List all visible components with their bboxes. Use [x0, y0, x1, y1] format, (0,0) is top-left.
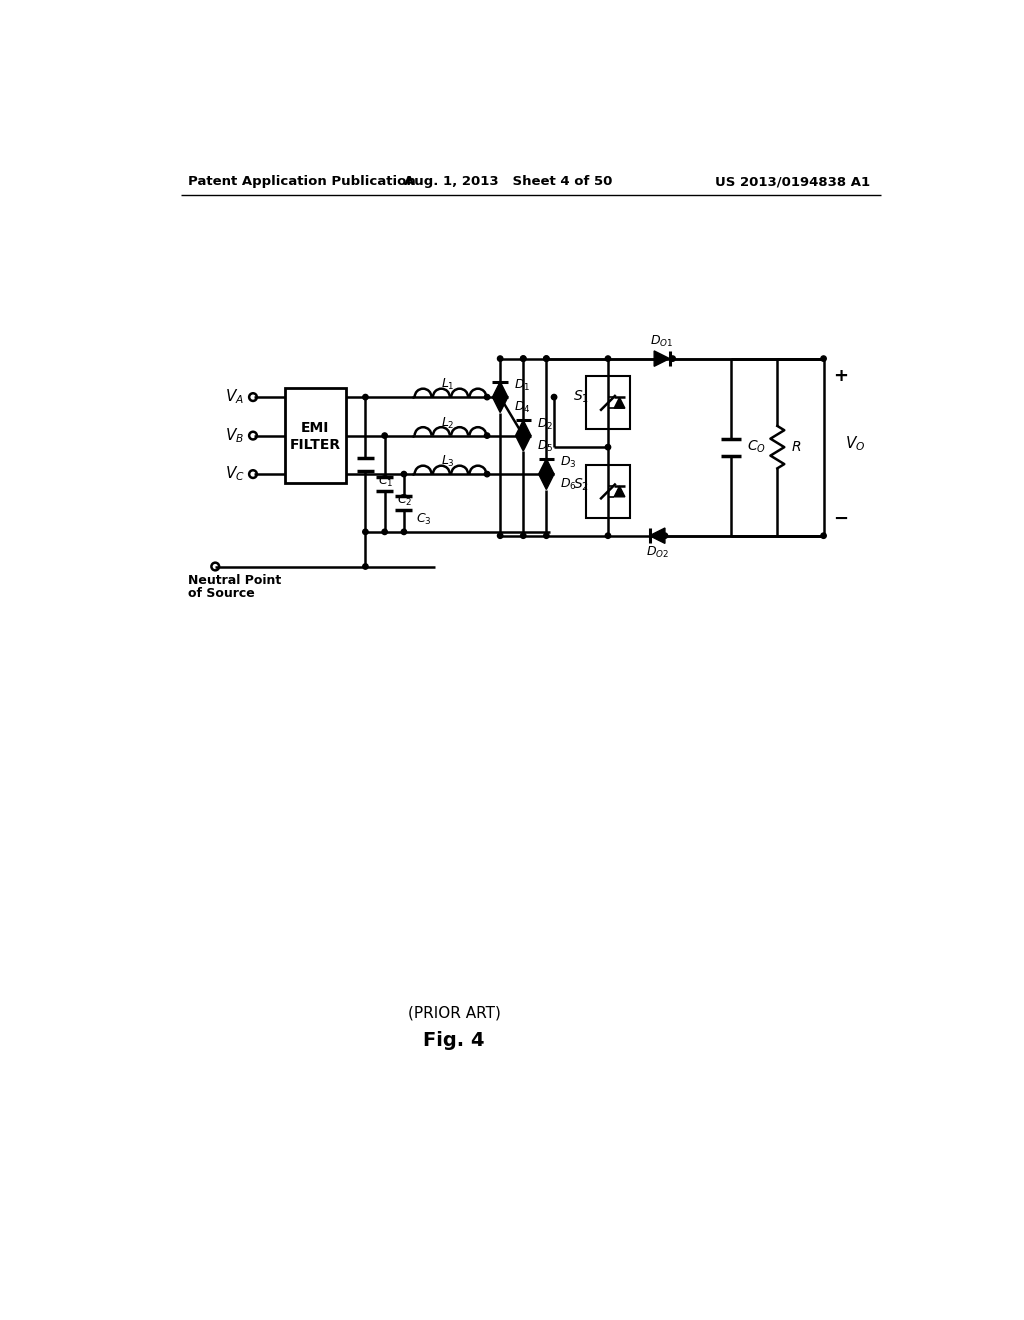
Circle shape: [498, 356, 503, 362]
Circle shape: [382, 529, 387, 535]
Text: +: +: [833, 367, 848, 384]
Circle shape: [821, 356, 826, 362]
Text: Aug. 1, 2013   Sheet 4 of 50: Aug. 1, 2013 Sheet 4 of 50: [403, 176, 612, 187]
Circle shape: [821, 533, 826, 539]
Circle shape: [382, 433, 387, 438]
Text: US 2013/0194838 A1: US 2013/0194838 A1: [715, 176, 869, 187]
Polygon shape: [614, 397, 625, 408]
Circle shape: [484, 433, 489, 438]
Circle shape: [670, 356, 676, 362]
Text: $D_5$: $D_5$: [538, 438, 554, 454]
Circle shape: [551, 395, 557, 400]
Circle shape: [401, 471, 407, 477]
Circle shape: [544, 471, 549, 477]
Circle shape: [520, 356, 526, 362]
Text: $L_3$: $L_3$: [441, 454, 455, 470]
Circle shape: [520, 356, 526, 362]
Circle shape: [605, 445, 610, 450]
Circle shape: [362, 395, 368, 400]
Text: (PRIOR ART): (PRIOR ART): [408, 1006, 501, 1020]
Circle shape: [362, 564, 368, 569]
Circle shape: [544, 356, 549, 362]
Text: $L_2$: $L_2$: [441, 416, 455, 430]
Text: $D_3$: $D_3$: [560, 455, 577, 470]
Text: Fig. 4: Fig. 4: [423, 1031, 484, 1049]
Circle shape: [401, 529, 407, 535]
Circle shape: [362, 529, 368, 535]
Text: $D_6$: $D_6$: [560, 478, 577, 492]
Circle shape: [544, 533, 549, 539]
Polygon shape: [515, 420, 531, 436]
Text: $D_4$: $D_4$: [514, 400, 530, 416]
Circle shape: [605, 356, 610, 362]
Text: Patent Application Publication: Patent Application Publication: [188, 176, 416, 187]
Text: $D_2$: $D_2$: [538, 417, 553, 432]
Bar: [587, 465, 630, 517]
Circle shape: [498, 533, 503, 539]
Text: of Source: of Source: [188, 587, 255, 601]
Circle shape: [520, 433, 526, 438]
Text: $R$: $R$: [792, 440, 802, 454]
Text: $V_C$: $V_C$: [224, 465, 245, 483]
Polygon shape: [493, 381, 508, 397]
Text: $D_{O2}$: $D_{O2}$: [646, 545, 669, 560]
Text: EMI: EMI: [301, 421, 330, 434]
Polygon shape: [614, 486, 625, 496]
Circle shape: [605, 533, 610, 539]
Bar: [285, 388, 346, 483]
Polygon shape: [493, 397, 508, 412]
Text: $C_3$: $C_3$: [416, 512, 432, 528]
Text: $V_B$: $V_B$: [225, 426, 244, 445]
Text: Neutral Point: Neutral Point: [188, 574, 282, 587]
Text: $C_2$: $C_2$: [397, 494, 413, 508]
Text: $S_1$: $S_1$: [573, 388, 590, 405]
Polygon shape: [654, 351, 670, 367]
Text: $L_1$: $L_1$: [441, 378, 455, 392]
Circle shape: [520, 533, 526, 539]
Text: −: −: [833, 510, 848, 528]
Text: $S_2$: $S_2$: [573, 477, 590, 494]
Circle shape: [498, 395, 503, 400]
Text: FILTER: FILTER: [290, 438, 341, 451]
Circle shape: [663, 533, 668, 539]
Circle shape: [484, 471, 489, 477]
Circle shape: [484, 395, 489, 400]
Text: $C_1$: $C_1$: [378, 474, 393, 488]
Polygon shape: [539, 474, 554, 490]
Text: $D_{O1}$: $D_{O1}$: [650, 334, 674, 350]
Polygon shape: [649, 528, 665, 544]
Text: $D_1$: $D_1$: [514, 378, 530, 393]
Text: $C_O$: $C_O$: [746, 440, 766, 455]
Bar: [587, 376, 630, 429]
Text: $V_A$: $V_A$: [225, 388, 244, 407]
Polygon shape: [515, 436, 531, 451]
Text: $V_O$: $V_O$: [845, 434, 865, 453]
Polygon shape: [539, 459, 554, 474]
Circle shape: [544, 356, 549, 362]
